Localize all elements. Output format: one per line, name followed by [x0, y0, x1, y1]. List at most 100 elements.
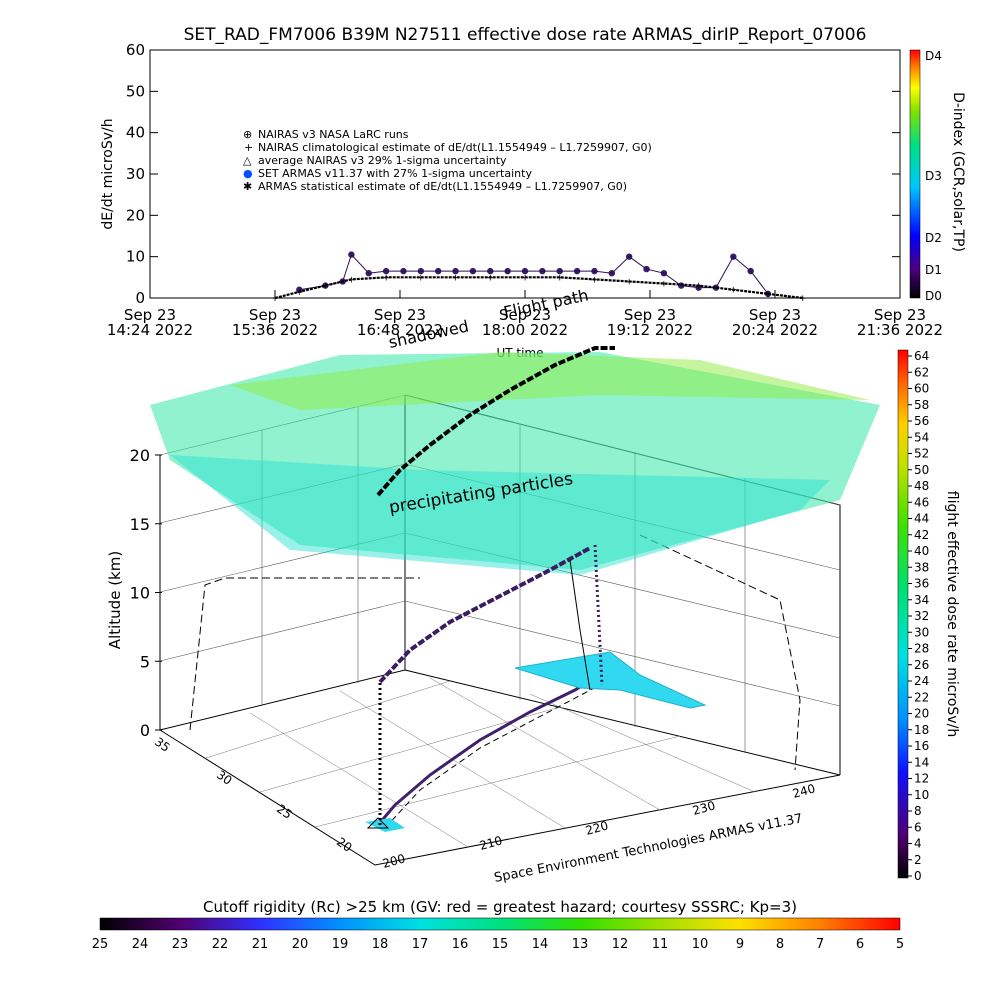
right-colorbar-tick-label: 0 [914, 869, 922, 883]
legend-item-armas-statistical: ARMAS statistical estimate of dE/dt(L1.1… [258, 180, 627, 193]
right-colorbar-tick-label: 50 [914, 463, 929, 477]
legend-symbol-nairas-uncertainty: △ [243, 154, 252, 167]
right-colorbar [897, 349, 909, 879]
top-x-tick-label-date: Sep 23 [749, 306, 801, 324]
altitude-tick-label: 20 [130, 446, 150, 465]
top-y-tick-label: 50 [126, 82, 145, 100]
precipitating-particles-upper [230, 352, 870, 410]
nairas-point: + [556, 273, 564, 283]
right-colorbar-tick-label: 14 [914, 755, 929, 769]
bottom-colorbar-tick-label: 10 [692, 937, 709, 952]
legend-item-nairas-uncertainty: average NAIRAS v3 29% 1-sigma uncertaint… [258, 154, 507, 167]
right-colorbar-tick-label: 6 [914, 820, 922, 834]
legend-item-nairas-runs: NAIRAS v3 NASA LaRC runs [258, 128, 409, 141]
floor-back-edge [404, 669, 841, 776]
right-colorbar-tick-label: 10 [914, 788, 929, 802]
precipitating-particles-lower [170, 455, 830, 575]
nairas-point: + [271, 294, 279, 304]
dindex-tick-d0: D0 [925, 289, 942, 303]
legend-symbol-set-armas: ● [243, 167, 253, 180]
top-y-tick-label: 40 [126, 124, 145, 142]
top-x-tick-label-time: 20:24 2022 [732, 321, 818, 339]
top-legend: ⊕ NAIRAS v3 NASA LaRC runs + NAIRAS clim… [243, 128, 652, 193]
bottom-colorbar-tick-label: 13 [572, 937, 589, 952]
top-y-axis-label: dE/dt microSv/h [100, 118, 116, 229]
right-colorbar-tick-label: 42 [914, 528, 929, 542]
top-x-tick-label-date: Sep 23 [124, 306, 176, 324]
dindex-label: D-index (GCR,solar,TP) [950, 92, 966, 252]
latitude-tick-label: 25 [274, 802, 295, 822]
bottom-colorbar-tick-label: 8 [776, 937, 784, 952]
right-colorbar-tick-label: 28 [914, 642, 929, 656]
top-y-ticks: 0 10 20 30 40 50 60 [126, 41, 900, 307]
longitude-tick-label: 220 [584, 818, 610, 837]
right-colorbar-tick-label: 30 [914, 625, 929, 639]
longitude-tick-label: 230 [691, 798, 717, 817]
three-d-view: Flight path shadowed precipitating parti… [106, 285, 880, 886]
credit-label: Space Environment Technologies ARMAS v11… [493, 811, 804, 886]
bottom-colorbar-tick-label: 9 [736, 937, 744, 952]
bottom-colorbar-tick-label: 14 [532, 937, 549, 952]
descent-drop-line [569, 559, 591, 691]
latitude-tick-label: 30 [214, 768, 235, 788]
ground-track [376, 673, 601, 826]
bottom-colorbar-tick-label: 11 [652, 937, 669, 952]
right-colorbar-tick-label: 16 [914, 739, 929, 753]
bottom-colorbar-tick-label: 21 [252, 937, 269, 952]
flight-path-upper [376, 346, 615, 497]
altitude-axis-label: Altitude (km) [106, 551, 124, 649]
nairas-point: + [322, 282, 330, 292]
top-x-tick-label-date: Sep 23 [374, 306, 426, 324]
legend-item-nairas-climatological: NAIRAS climatological estimate of dE/dt(… [258, 141, 652, 154]
longitude-tick-label: 240 [791, 781, 817, 800]
right-colorbar-tick-label: 52 [914, 447, 929, 461]
bottom-colorbar-group: Cutoff rigidity (Rc) >25 km (GV: red = g… [92, 898, 904, 952]
top-x-tick-label-date: Sep 23 [874, 306, 926, 324]
start-marker [366, 817, 390, 829]
latitude-axis-ticks: 35 30 25 20 [152, 735, 355, 855]
ground-track-dashed [384, 684, 601, 829]
top-x-tick-label-time: 19:12 2022 [607, 321, 693, 339]
altitude-tick-label: 0 [140, 721, 150, 740]
right-wall-projection [639, 534, 801, 771]
latitude-tick-label: 35 [152, 735, 173, 755]
dindex-colorbar [909, 49, 921, 299]
bottom-colorbar-tick-label: 25 [92, 937, 109, 952]
dindex-tick-d4: D4 [925, 49, 942, 63]
right-colorbar-tick-label: 36 [914, 577, 929, 591]
right-colorbar-tick-label: 54 [914, 430, 929, 444]
dindex-tick-d1: D1 [925, 263, 942, 277]
top-x-tick-label-date: Sep 23 [499, 306, 551, 324]
top-series-group: ++++ + + + + + + + + + + + + + [271, 251, 807, 304]
bottom-colorbar-tick-label: 18 [372, 937, 389, 952]
altitude-tick-label: 10 [130, 584, 150, 603]
bottom-colorbar-tick-label: 5 [896, 937, 904, 952]
right-colorbar-tick-label: 32 [914, 609, 929, 623]
bottom-colorbar-tick-label: 24 [132, 937, 149, 952]
legend-item-set-armas: SET ARMAS v11.37 with 27% 1-sigma uncert… [258, 167, 532, 180]
right-colorbar-tick-label: 4 [914, 837, 922, 851]
top-x-tick-label-time: 18:00 2022 [482, 321, 568, 339]
bottom-colorbar-tick-label: 23 [172, 937, 189, 952]
right-colorbar-tick-label: 22 [914, 690, 929, 704]
top-y-tick-label: 0 [135, 289, 145, 307]
figure-title: SET_RAD_FM7006 B39M N27511 effective dos… [184, 25, 867, 45]
top-x-tick-label-date: Sep 23 [249, 306, 301, 324]
top-x-tick-label-time: 14:24 2022 [107, 321, 193, 339]
top-x-tick-label-time: 21:36 2022 [857, 321, 943, 339]
legend-symbol-armas-statistical: ✱ [243, 180, 252, 193]
right-colorbar-tick-label: 64 [914, 349, 929, 363]
bottom-colorbar-tick-label: 16 [452, 937, 469, 952]
bottom-colorbar-tick-label: 12 [612, 937, 629, 952]
bottom-colorbar-tick-label: 19 [332, 937, 349, 952]
nairas-point: + [660, 280, 668, 290]
right-colorbar-tick-label: 38 [914, 560, 929, 574]
right-colorbar-tick-label: 34 [914, 593, 929, 607]
bottom-colorbar-tick-label: 20 [292, 937, 309, 952]
altitude-tick-label: 5 [140, 652, 150, 671]
right-colorbar-tick-label: 24 [914, 674, 929, 688]
top-x-tick-label-time: 15:36 2022 [232, 321, 318, 339]
bottom-colorbar-title: Cutoff rigidity (Rc) >25 km (GV: red = g… [203, 898, 797, 916]
